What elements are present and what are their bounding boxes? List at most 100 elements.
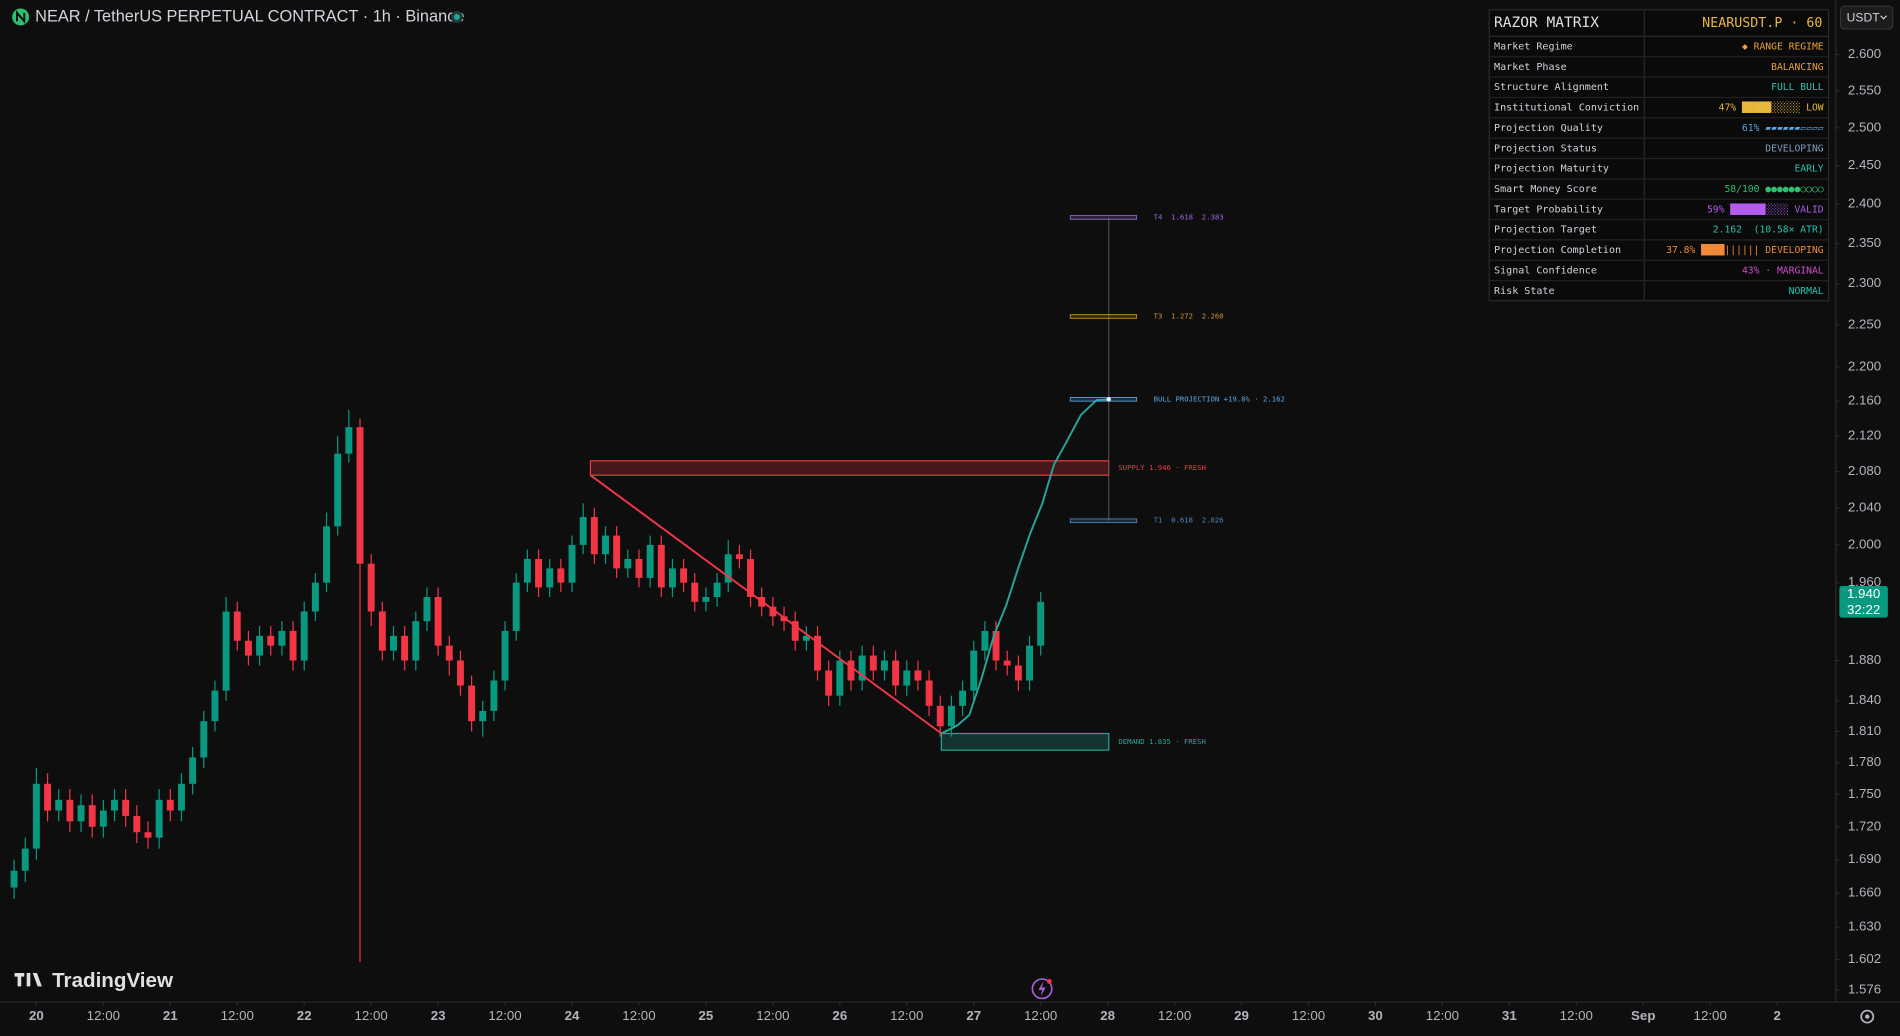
candle-body (267, 635, 275, 646)
candle-body (680, 568, 688, 583)
projection-path (940, 398, 1109, 735)
x-tick-label: 21 (163, 1008, 178, 1023)
level-band (1069, 518, 1138, 523)
matrix-row-label: Projection Completion (1494, 245, 1621, 256)
y-tick-label: 2.040 (1848, 499, 1881, 514)
symbol-title[interactable]: NEAR / TetherUS PERPETUAL CONTRACT · 1h … (35, 7, 464, 25)
x-tick-label: 25 (699, 1008, 714, 1023)
y-tick-label: 1.750 (1848, 786, 1881, 801)
x-tick-label: 12:00 (488, 1008, 521, 1023)
y-tick-label: 1.880 (1848, 652, 1881, 667)
settings-core (1865, 1014, 1870, 1019)
y-tick-label: 2.000 (1848, 536, 1881, 551)
candle-body (881, 660, 888, 671)
candle-body (546, 568, 554, 588)
candle-body (847, 660, 855, 681)
candle-body (936, 705, 944, 727)
candle-body (178, 783, 185, 811)
candle-body (1003, 660, 1011, 666)
candle-body (144, 832, 152, 838)
matrix-row-value: 47% █████░░░░░ LOW (1719, 101, 1824, 114)
currency-label[interactable]: USDT (1847, 10, 1881, 24)
matrix-frame (1488, 9, 1830, 302)
x-tick-label: 12:00 (890, 1008, 923, 1023)
x-tick-label: 24 (565, 1008, 580, 1023)
candle-body (858, 655, 866, 681)
x-tick-label: 26 (832, 1008, 847, 1023)
x-tick-label: 12:00 (354, 1008, 387, 1023)
level-band (1069, 215, 1138, 220)
candle-body (434, 597, 442, 646)
settings-button[interactable] (1860, 1009, 1875, 1024)
matrix-row-label: Structure Alignment (1494, 82, 1609, 93)
candle-body (713, 582, 721, 598)
candle-body (836, 660, 844, 696)
zone-label: DEMAND 1.835 · FRESH (1118, 737, 1206, 746)
candle-body (590, 517, 598, 555)
currency-button[interactable] (1839, 5, 1894, 30)
candle-body (21, 848, 29, 871)
y-tick-label: 2.300 (1848, 275, 1881, 290)
candle-body (233, 611, 241, 641)
candle-body (501, 630, 509, 681)
y-tick-label: 1.960 (1848, 574, 1881, 589)
candle-body (892, 660, 900, 686)
candle-body (111, 799, 118, 811)
candle-body (390, 635, 397, 651)
y-tick-label: 1.576 (1848, 982, 1881, 997)
logo-text[interactable]: TradingView (52, 969, 174, 992)
y-tick-label: 1.840 (1848, 692, 1881, 707)
matrix-row-label: Market Regime (1494, 42, 1573, 53)
x-tick-label: 27 (966, 1008, 981, 1023)
candle-body (401, 635, 409, 661)
matrix-row-value: 2.162 (10.58× ATR) (1713, 225, 1824, 236)
y-tick-label: 2.450 (1848, 157, 1881, 172)
candle-body (378, 611, 386, 651)
candle-body (99, 810, 107, 827)
countdown-label: 32:22 (1847, 602, 1880, 617)
candle-body (289, 630, 297, 661)
matrix-row-value: 61% ▰▰▰▰▰▰▱▱▱▱ (1742, 123, 1824, 134)
x-tick-label: 12:00 (1560, 1008, 1593, 1023)
candle-body (10, 870, 18, 888)
candle-body (825, 670, 833, 696)
candle-body (869, 655, 877, 671)
candle-body (66, 799, 74, 822)
x-tick-label: 22 (297, 1008, 312, 1023)
candle-body (222, 611, 230, 691)
level-label: BULL PROJECTION +19.8% · 2.162 (1154, 394, 1285, 403)
candle-body (155, 799, 163, 838)
x-tick-label: 12:00 (87, 1008, 120, 1023)
y-tick-label: 1.630 (1848, 919, 1881, 934)
candle-body (490, 680, 498, 711)
replay-button[interactable] (1031, 978, 1053, 1000)
candle-body (189, 757, 197, 784)
candle-body (468, 685, 476, 722)
x-tick-label: 12:00 (1024, 1008, 1057, 1023)
candle-body (32, 783, 40, 849)
candle-body (568, 544, 576, 583)
matrix-row-value: 43% · MARGINAL (1742, 265, 1824, 276)
candle-body (356, 427, 364, 564)
symbol-icon-glyph (16, 10, 26, 24)
matrix-row-label: Projection Status (1494, 143, 1597, 154)
candle-body (579, 517, 587, 545)
matrix-row-label: Market Phase (1494, 62, 1567, 73)
y-tick-label: 1.810 (1848, 723, 1881, 738)
matrix-row-label: Smart Money Score (1494, 184, 1597, 195)
matrix-row-label: Target Probability (1494, 204, 1603, 215)
candle-body (200, 721, 208, 758)
x-tick-label: 12:00 (622, 1008, 655, 1023)
level-band (1069, 314, 1138, 319)
level-band (1069, 397, 1138, 402)
y-tick-label: 2.160 (1848, 393, 1881, 408)
candle-body (914, 670, 922, 681)
x-tick-label: 2 (1773, 1008, 1780, 1023)
candle-body (970, 650, 978, 691)
candle-body (244, 640, 252, 656)
matrix-row-label: Projection Target (1494, 225, 1597, 236)
x-tick-label: 12:00 (221, 1008, 254, 1023)
y-tick-label: 2.400 (1848, 196, 1881, 211)
candle-body (557, 568, 565, 583)
